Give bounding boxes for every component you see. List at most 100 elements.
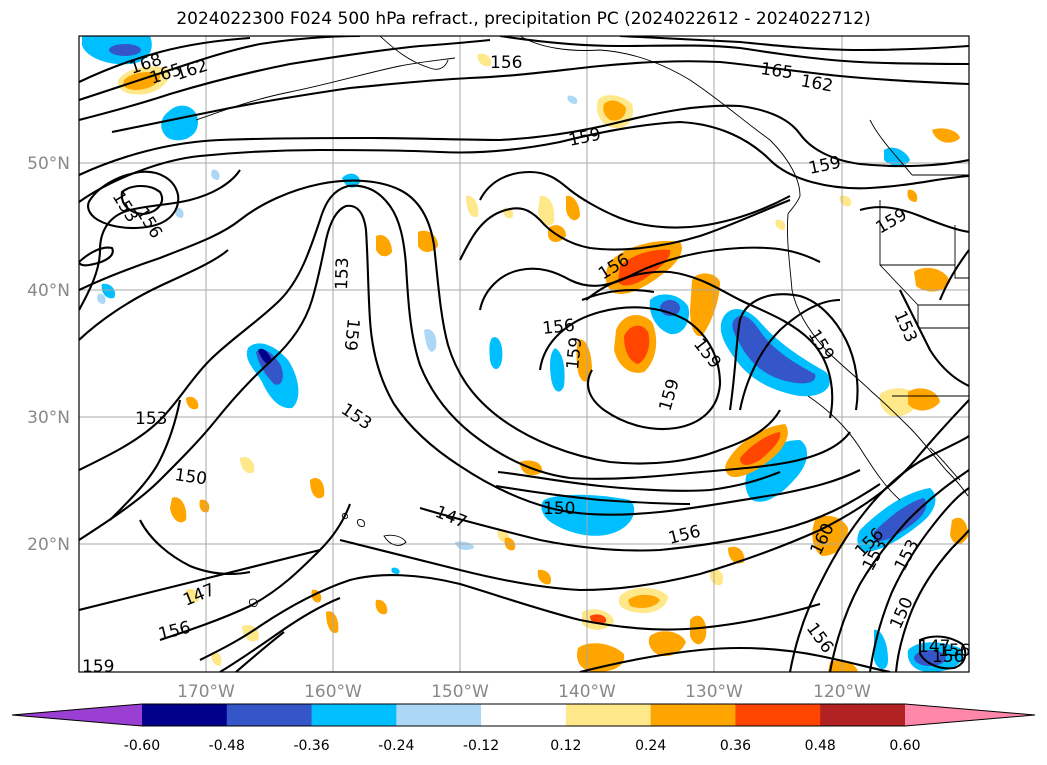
- us-west-coast: [787, 213, 969, 497]
- contour-label: 156: [932, 647, 964, 667]
- colorbar-segment: [481, 704, 567, 726]
- colorbar-tick-label: -0.48: [209, 738, 245, 754]
- canada-coast: [869, 119, 913, 176]
- refractivity-contours: [79, 36, 969, 672]
- precip-pos-patch: [170, 497, 187, 523]
- contour-label: 156: [541, 316, 575, 339]
- precip-pos-patch: [648, 631, 686, 657]
- contour-line: [79, 104, 969, 176]
- contour-line: [495, 484, 691, 506]
- contour-label: 159: [563, 336, 586, 370]
- precip-pos-patch: [310, 477, 325, 499]
- contour-line: [235, 631, 285, 672]
- contour-line: [788, 435, 969, 672]
- precip-pos-patch: [326, 611, 339, 634]
- precip-pos-patch: [477, 53, 492, 67]
- contour-label: 153: [332, 257, 353, 290]
- lon-label-140w: 140°W: [558, 682, 616, 702]
- map-title: 2024022300 F024 500 hPa refract., precip…: [176, 9, 871, 29]
- precip-pos-patch: [690, 615, 707, 645]
- lon-label-150w: 150°W: [431, 682, 489, 702]
- precip-pos-patch: [375, 599, 388, 615]
- contour-line: [109, 399, 182, 521]
- gulf-of-alaska-coast: [519, 36, 801, 215]
- precip-pos-patch: [376, 234, 392, 257]
- longitude-labels: 170°W 160°W 150°W 140°W 130°W 120°W: [177, 682, 871, 702]
- precip-neg-patch: [424, 329, 437, 352]
- precip-pos-patch: [211, 651, 222, 666]
- contour-label: 147: [918, 637, 950, 657]
- precip-pos-patch: [576, 339, 592, 382]
- contour-line: [579, 646, 891, 672]
- contour-line: [79, 548, 321, 612]
- contour-closed: [918, 635, 967, 670]
- contour-line: [79, 179, 781, 465]
- contour-line: [111, 60, 969, 134]
- lon-label-160w: 160°W: [304, 682, 362, 702]
- precip-neg-patch: [874, 629, 888, 669]
- hawaii-island: [383, 534, 407, 546]
- colorbar-tick-label: -0.60: [124, 738, 160, 754]
- precip-pos-patch: [199, 499, 210, 513]
- colorbar-segment: [735, 704, 821, 726]
- contour-line: [459, 199, 791, 261]
- contour-line: [79, 38, 491, 122]
- colorbar-tick-label: -0.36: [293, 738, 329, 754]
- contour-line: [79, 249, 229, 341]
- contour-label: 153: [135, 409, 167, 429]
- contour-label: 156: [490, 53, 522, 73]
- precip-neg-patch: [211, 169, 220, 180]
- precip-pos-patch: [907, 189, 918, 202]
- contour-closed: [87, 170, 180, 230]
- contour-line: [419, 483, 881, 552]
- precip-neg-patch: [489, 337, 503, 369]
- precip-pos-patch: [908, 388, 940, 411]
- alaska-coastline: [379, 36, 449, 70]
- small-island: [249, 598, 258, 607]
- lon-label-170w: 170°W: [177, 682, 235, 702]
- contour-label: 150: [543, 499, 575, 519]
- contour-line: [868, 487, 969, 672]
- colorbar-outline: [11, 703, 1036, 727]
- lat-label-30n: 30°N: [27, 408, 70, 428]
- precip-pos-patch: [466, 195, 479, 218]
- precip-pos-patch: [728, 546, 745, 564]
- colorbar-extend-high: [905, 704, 1035, 726]
- hawaii-island: [357, 519, 365, 527]
- colorbar-tick-label: 0.24: [635, 738, 666, 754]
- precip-pos-patch: [839, 195, 852, 207]
- precip-pos-patch: [566, 195, 580, 221]
- lon-label-130w: 130°W: [685, 682, 743, 702]
- contour-line: [159, 503, 351, 641]
- contour-line: [219, 597, 341, 672]
- colorbar-segment: [396, 704, 482, 726]
- contour-line: [499, 36, 969, 66]
- precip-neg-core: [109, 44, 141, 56]
- precip-pos-patch: [932, 128, 960, 143]
- precip-pos-patch: [538, 195, 555, 226]
- colorbar-tick-label: 0.60: [889, 738, 920, 754]
- colorbar-segment: [565, 704, 652, 726]
- contour-label: 165: [759, 59, 794, 83]
- precip-neg-patch: [391, 567, 400, 574]
- contour-line: [899, 289, 969, 387]
- colorbar-segment: [226, 704, 313, 726]
- colorbar-tick-label: 0.36: [720, 738, 751, 754]
- contour-line: [585, 270, 834, 419]
- contour-line: [79, 120, 969, 203]
- map-frame: [78, 35, 970, 673]
- contour-line: [538, 306, 722, 431]
- contour-closed: [120, 184, 164, 216]
- precip-neg-core: [874, 498, 927, 542]
- contour-line: [728, 293, 859, 411]
- lon-label-120w: 120°W: [813, 682, 871, 702]
- contour-line: [79, 36, 361, 101]
- colorbar: -0.60 -0.48 -0.36 -0.24 -0.12 0.12 0.24 0.36 0.4…: [11, 703, 1036, 754]
- precip-neg-patch: [161, 105, 198, 141]
- precip-pos-patch: [914, 267, 950, 292]
- contour-line: [581, 289, 655, 301]
- precip-pos-core: [740, 432, 781, 465]
- contour-line: [79, 246, 114, 267]
- contour-line: [139, 519, 251, 576]
- precip-neg-patch: [175, 207, 184, 218]
